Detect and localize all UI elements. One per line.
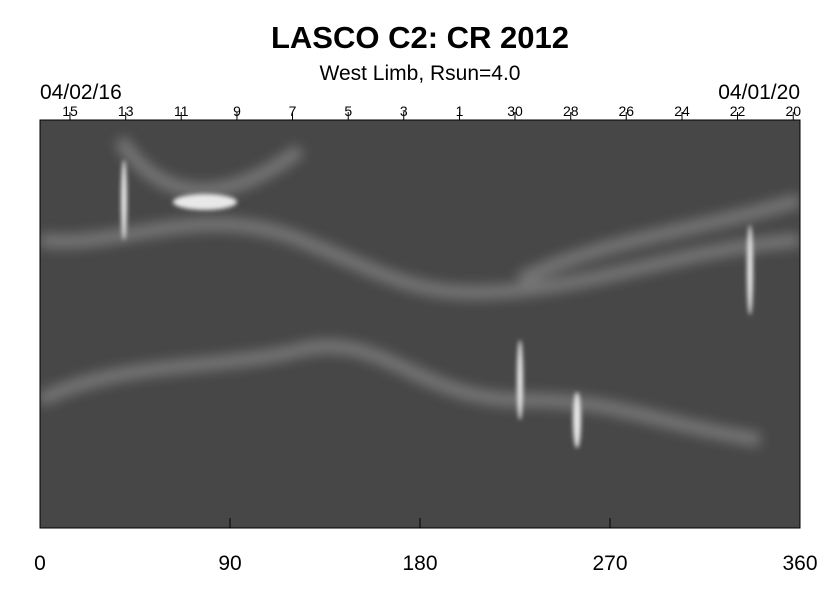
x-tick-label: 180 xyxy=(402,552,437,575)
x2-tick-label: 13 xyxy=(118,103,134,119)
x2-tick-label: 1 xyxy=(456,103,464,119)
x-tick-label: 90 xyxy=(218,552,241,575)
end-date: 04/01/20 xyxy=(718,81,800,104)
x2-tick-label: 26 xyxy=(618,103,634,119)
x2-tick-label: 5 xyxy=(344,103,352,119)
chart-subtitle: West Limb, Rsun=4.0 xyxy=(320,62,521,85)
x2-tick-label: 11 xyxy=(174,103,189,119)
x-tick-label: 360 xyxy=(782,552,817,575)
x2-tick-label: 15 xyxy=(62,103,78,119)
chart-title: LASCO C2: CR 2012 xyxy=(271,20,569,55)
x2-tick-label: 24 xyxy=(674,103,690,119)
x2-tick-label: 3 xyxy=(400,103,408,119)
x2-tick-label: 30 xyxy=(507,103,523,119)
x2-tick-label: 22 xyxy=(730,103,746,119)
x2-tick-label: 9 xyxy=(233,103,241,119)
synoptic-image xyxy=(40,120,800,528)
x2-tick-label: 20 xyxy=(785,103,801,119)
x-tick-label: 270 xyxy=(592,552,627,575)
start-date: 04/02/16 xyxy=(40,81,122,104)
x2-tick-label: 28 xyxy=(563,103,579,119)
x2-tick-label: 7 xyxy=(289,103,297,119)
x-tick-label: 0 xyxy=(34,552,46,575)
